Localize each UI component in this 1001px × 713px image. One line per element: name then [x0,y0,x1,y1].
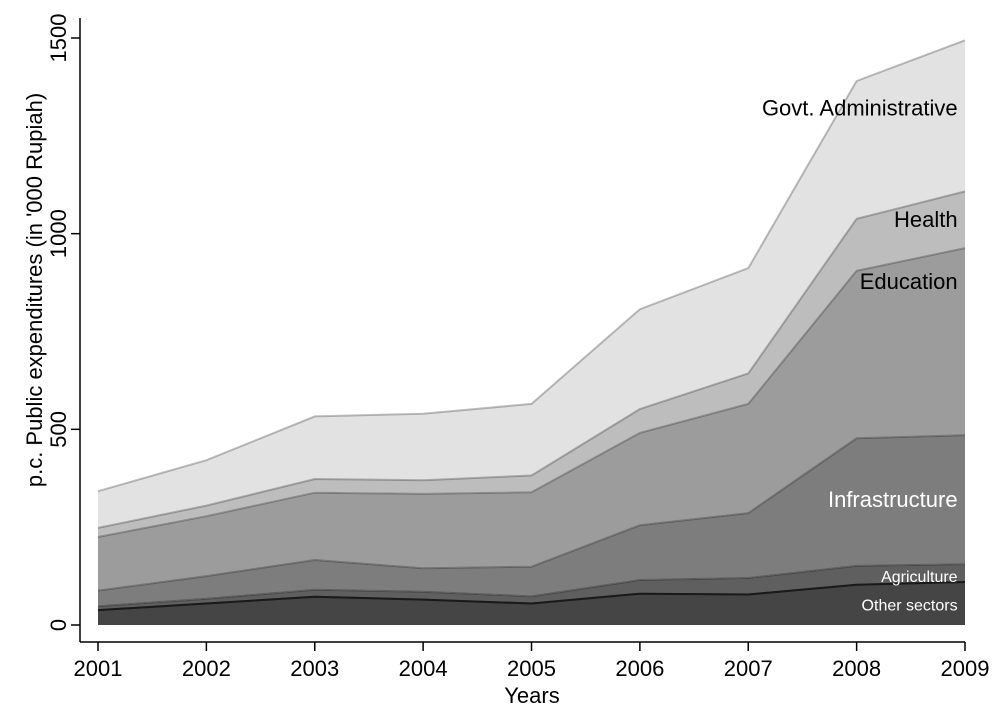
boundary-govt-administrative [97,39,966,493]
area-layers [97,39,966,625]
series-label-govt-administrative: Govt. Administrative [762,95,958,120]
x-tick-label: 2004 [399,656,448,681]
y-tick-label: 1500 [46,14,71,63]
series-label-agriculture: Agriculture [881,569,958,586]
area-agriculture [98,564,965,611]
x-tick-label: 2003 [290,656,339,681]
x-axis-label: Years [504,683,559,708]
y-tick-label: 500 [46,411,71,448]
series-label-infrastructure: Infrastructure [828,487,958,512]
x-tick-label: 2007 [724,656,773,681]
boundary-bottom-series [97,581,966,612]
x-tick-label: 2002 [182,656,231,681]
x-tick-label: 2006 [615,656,664,681]
y-tick-label: 1000 [46,209,71,258]
area-health [98,191,965,537]
x-tick-label: 2008 [832,656,881,681]
series-label-other-sectors: Other sectors [862,597,958,614]
x-tick-label: 2009 [941,656,990,681]
series-label-education: Education [860,269,958,294]
y-axis-label: p.c. Public expenditures (in '000 Rupiah… [22,93,47,487]
area-govt-administrative [98,40,965,528]
area-education [98,248,965,591]
x-tick-label: 2005 [507,656,556,681]
boundary-health [97,190,966,529]
series-label-health: Health [894,207,958,232]
boundary-agriculture [97,563,966,608]
x-tick-label: 2001 [74,656,123,681]
boundary-infrastructure [97,434,966,592]
axes: 2001 2002 2003 2004 2005 2006 2007 2008 2009 0 500… [46,14,989,681]
boundary-education [97,247,966,538]
y-tick-label: 0 [46,619,71,631]
area-infrastructure [98,435,965,607]
series-labels: Other sectors Agriculture Infrastructure Ed… [762,95,958,614]
